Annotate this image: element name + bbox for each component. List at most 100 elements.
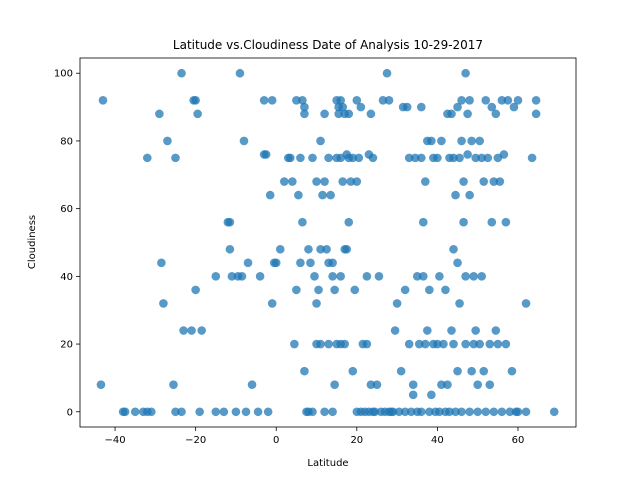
scatter-point — [279, 177, 289, 186]
scatter-point — [344, 109, 354, 119]
scatter-point — [286, 153, 295, 163]
scatter-point — [157, 258, 166, 268]
scatter-point — [346, 177, 356, 186]
scatter-point — [425, 407, 434, 417]
scatter-point — [231, 407, 241, 417]
scatter-point — [497, 407, 507, 417]
scatter-point — [338, 102, 348, 112]
scatter-point — [330, 285, 339, 295]
scatter-point — [435, 272, 444, 281]
x-tick-label: 0 — [273, 435, 279, 446]
scatter-point — [416, 407, 426, 417]
scatter-point — [320, 109, 329, 119]
scatter-point — [392, 299, 402, 308]
scatter-point — [300, 366, 309, 376]
scatter-point — [219, 407, 229, 417]
scatter-point — [451, 407, 460, 417]
scatter-point — [394, 407, 404, 417]
scatter-point — [465, 96, 474, 105]
scatter-point — [320, 177, 329, 186]
scatter-point — [328, 407, 337, 417]
scatter-point — [130, 407, 140, 417]
scatter-point — [463, 109, 472, 119]
scatter-point — [507, 366, 517, 376]
scatter-point — [531, 109, 541, 119]
scatter-point — [489, 177, 499, 186]
scatter-point — [171, 407, 180, 417]
scatter-point — [400, 285, 410, 295]
scatter-point — [171, 153, 180, 163]
scatter-point — [334, 109, 343, 119]
scatter-point — [304, 244, 313, 254]
scatter-point — [467, 366, 476, 376]
scatter-point — [501, 339, 511, 349]
scatter-point — [368, 153, 378, 163]
scatter-point — [292, 96, 301, 105]
scatter-point — [338, 177, 348, 186]
scatter-point — [473, 380, 482, 389]
scatter-point — [497, 96, 507, 105]
scatter-point — [336, 272, 345, 281]
scatter-point — [513, 407, 523, 417]
scatter-point — [433, 339, 442, 349]
scatter-point — [318, 190, 327, 200]
scatter-point — [300, 102, 309, 112]
x-tick-label: 60 — [512, 435, 525, 446]
scatter-point — [344, 217, 354, 227]
scatter-point — [469, 272, 478, 281]
x-tick-label: −20 — [185, 435, 206, 446]
scatter-point — [374, 272, 384, 281]
plot-frame — [79, 57, 577, 428]
scatter-point — [296, 258, 305, 268]
scatter-point — [467, 136, 476, 146]
scatter-point — [247, 380, 257, 389]
scatter-point — [316, 136, 325, 146]
scatter-point — [433, 153, 442, 163]
scatter-point — [527, 153, 537, 163]
scatter-point — [437, 380, 446, 389]
scatter-point — [412, 272, 422, 281]
x-axis-title: Latitude — [307, 458, 348, 469]
scatter-point — [147, 407, 156, 417]
scatter-point — [169, 380, 178, 389]
scatter-point — [259, 96, 269, 105]
scatter-point — [390, 326, 400, 335]
scatter-point — [435, 407, 444, 417]
scatter-point — [503, 96, 513, 105]
scatter-point — [354, 153, 364, 163]
scatter-point — [461, 272, 470, 281]
scatter-point — [423, 326, 432, 335]
scatter-point — [481, 407, 491, 417]
scatter-point — [453, 102, 462, 112]
scatter-point — [179, 326, 188, 335]
scatter-point — [487, 102, 497, 112]
scatter-point — [237, 272, 247, 281]
scatter-point — [191, 285, 200, 295]
scatter-point — [453, 258, 462, 268]
scatter-point — [348, 366, 358, 376]
scatter-point — [410, 153, 420, 163]
scatter-point — [388, 407, 398, 417]
scatter-point — [414, 339, 424, 349]
scatter-point — [421, 177, 430, 186]
scatter-point — [197, 326, 206, 335]
scatter-point — [195, 407, 204, 417]
scatter-point — [324, 153, 333, 163]
scatter-point — [255, 272, 265, 281]
scatter-point — [485, 339, 495, 349]
scatter-point — [463, 150, 472, 159]
y-axis-ticks: 0 20 40 60 80 100 — [54, 69, 80, 418]
scatter-point — [235, 68, 245, 78]
scatter-point — [455, 153, 464, 163]
scatter-point — [437, 136, 446, 146]
scatter-point — [505, 407, 515, 417]
scatter-point — [314, 285, 323, 295]
scatter-point — [320, 407, 329, 417]
scatter-point — [308, 407, 317, 417]
scatter-point — [362, 272, 372, 281]
scatter-point — [316, 244, 325, 254]
scatter-point — [352, 177, 362, 186]
scatter-point — [370, 407, 380, 417]
scatter-point — [453, 366, 462, 376]
